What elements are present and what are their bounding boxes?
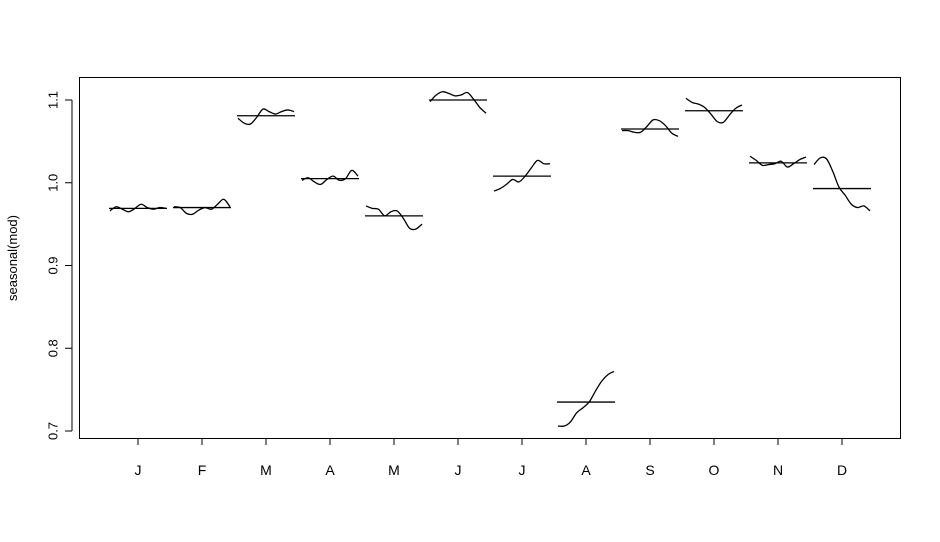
subseries-line: [237, 108, 295, 126]
x-tick-label: D: [837, 462, 847, 478]
subseries-10: [685, 97, 743, 124]
x-tick-label: S: [645, 462, 654, 478]
x-tick-label: J: [519, 462, 526, 478]
subseries-line: [685, 97, 743, 124]
x-tick-label: N: [773, 462, 783, 478]
x-tick-label: J: [135, 462, 142, 478]
y-tick-label: 0.7: [46, 422, 61, 440]
subseries-line: [493, 159, 551, 192]
x-tick-label: O: [709, 462, 720, 478]
subseries-9: [621, 118, 679, 137]
subseries-line: [621, 118, 679, 137]
y-tick-label: 0.8: [46, 339, 61, 357]
x-tick-label: M: [388, 462, 400, 478]
subseries-line: [429, 91, 487, 114]
subseries-line: [173, 198, 231, 216]
subseries-2: [173, 198, 231, 216]
y-tick-label: 0.9: [46, 256, 61, 274]
subseries-line: [813, 156, 871, 212]
subseries-4: [301, 169, 359, 186]
subseries-6: [429, 91, 487, 114]
subseries-8: [557, 370, 615, 427]
subseries-line: [365, 205, 423, 231]
x-tick-label: A: [581, 462, 591, 478]
x-tick-label: M: [260, 462, 272, 478]
y-tick-label: 1.1: [46, 91, 61, 109]
x-tick-label: F: [198, 462, 207, 478]
x-tick-label: A: [325, 462, 335, 478]
plot-frame: [79, 77, 901, 439]
subseries-group: [109, 91, 871, 427]
subseries-11: [749, 155, 807, 168]
subseries-7: [493, 159, 551, 192]
subseries-5: [365, 205, 423, 231]
subseries-line: [749, 155, 807, 168]
subseries-3: [237, 108, 295, 126]
subseries-1: [109, 203, 167, 213]
subseries-line: [301, 169, 359, 186]
y-tick-label: 1.0: [46, 174, 61, 192]
subseries-line: [557, 370, 615, 427]
y-axis-label: seasonal(mod): [5, 215, 20, 301]
subseries-line: [109, 203, 167, 213]
y-axis: 0.7 0.8 0.9 1.0 1.1: [46, 91, 73, 440]
x-tick-label: J: [455, 462, 462, 478]
subseries-12: [813, 156, 871, 212]
